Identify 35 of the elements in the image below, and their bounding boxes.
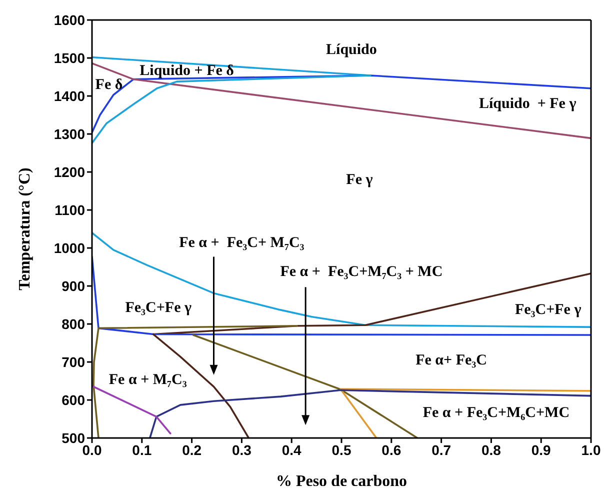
y-tick-label: 1100 <box>54 202 86 218</box>
annotation: Fe α + M₇C₃ <box>108 372 188 388</box>
x-tick-label: 0.8 <box>481 442 502 458</box>
x-tick-label: 1.0 <box>581 442 601 458</box>
x-tick-label: 0.2 <box>182 442 202 458</box>
annotation: Fe α+ Fe₃C <box>416 352 487 368</box>
y-tick-label: 600 <box>62 392 86 408</box>
annotation: Fe α + Fe₃C+M₇C₃ + MC <box>280 264 443 280</box>
annotation: Líquido <box>326 42 377 58</box>
annotation: Fe α + Fe₃C+M₆C+MC <box>422 404 570 421</box>
y-tick-label: 1500 <box>54 50 86 66</box>
annotation: Fe₃C+Fe γ <box>514 302 582 318</box>
x-tick-label: 0.6 <box>382 442 402 458</box>
y-axis-title: Temperatura (°C) <box>16 168 34 290</box>
x-tick-label: 0.7 <box>432 442 452 458</box>
annotation: Fe₃C+Fe γ <box>125 300 192 316</box>
annotation: Fe δ <box>95 76 123 93</box>
y-tick-label: 1200 <box>54 164 86 180</box>
y-tick-label: 900 <box>62 278 86 294</box>
y-tick-label: 800 <box>62 316 86 332</box>
annotation: Liquido + Fe δ <box>140 62 234 79</box>
x-tick-label: 0.1 <box>132 442 152 458</box>
annotation: Fe α + Fe₃C+ M₇C₃ <box>179 235 305 252</box>
y-tick-label: 1300 <box>54 126 86 142</box>
y-tick-label: 1000 <box>54 240 86 256</box>
x-tick-label: 0.5 <box>332 442 352 458</box>
annotation: Líquido + Fe γ <box>478 96 576 112</box>
x-tick-label: 0.4 <box>282 442 302 458</box>
x-tick-label: 0.9 <box>531 442 552 458</box>
y-tick-label: 700 <box>62 354 86 370</box>
annotation: Fe γ <box>346 172 373 188</box>
x-axis-title: % Peso de carbono <box>276 473 408 490</box>
x-tick-label: 0.3 <box>232 442 252 458</box>
y-tick-label: 1400 <box>54 88 86 104</box>
y-tick-label: 1600 <box>54 12 86 28</box>
